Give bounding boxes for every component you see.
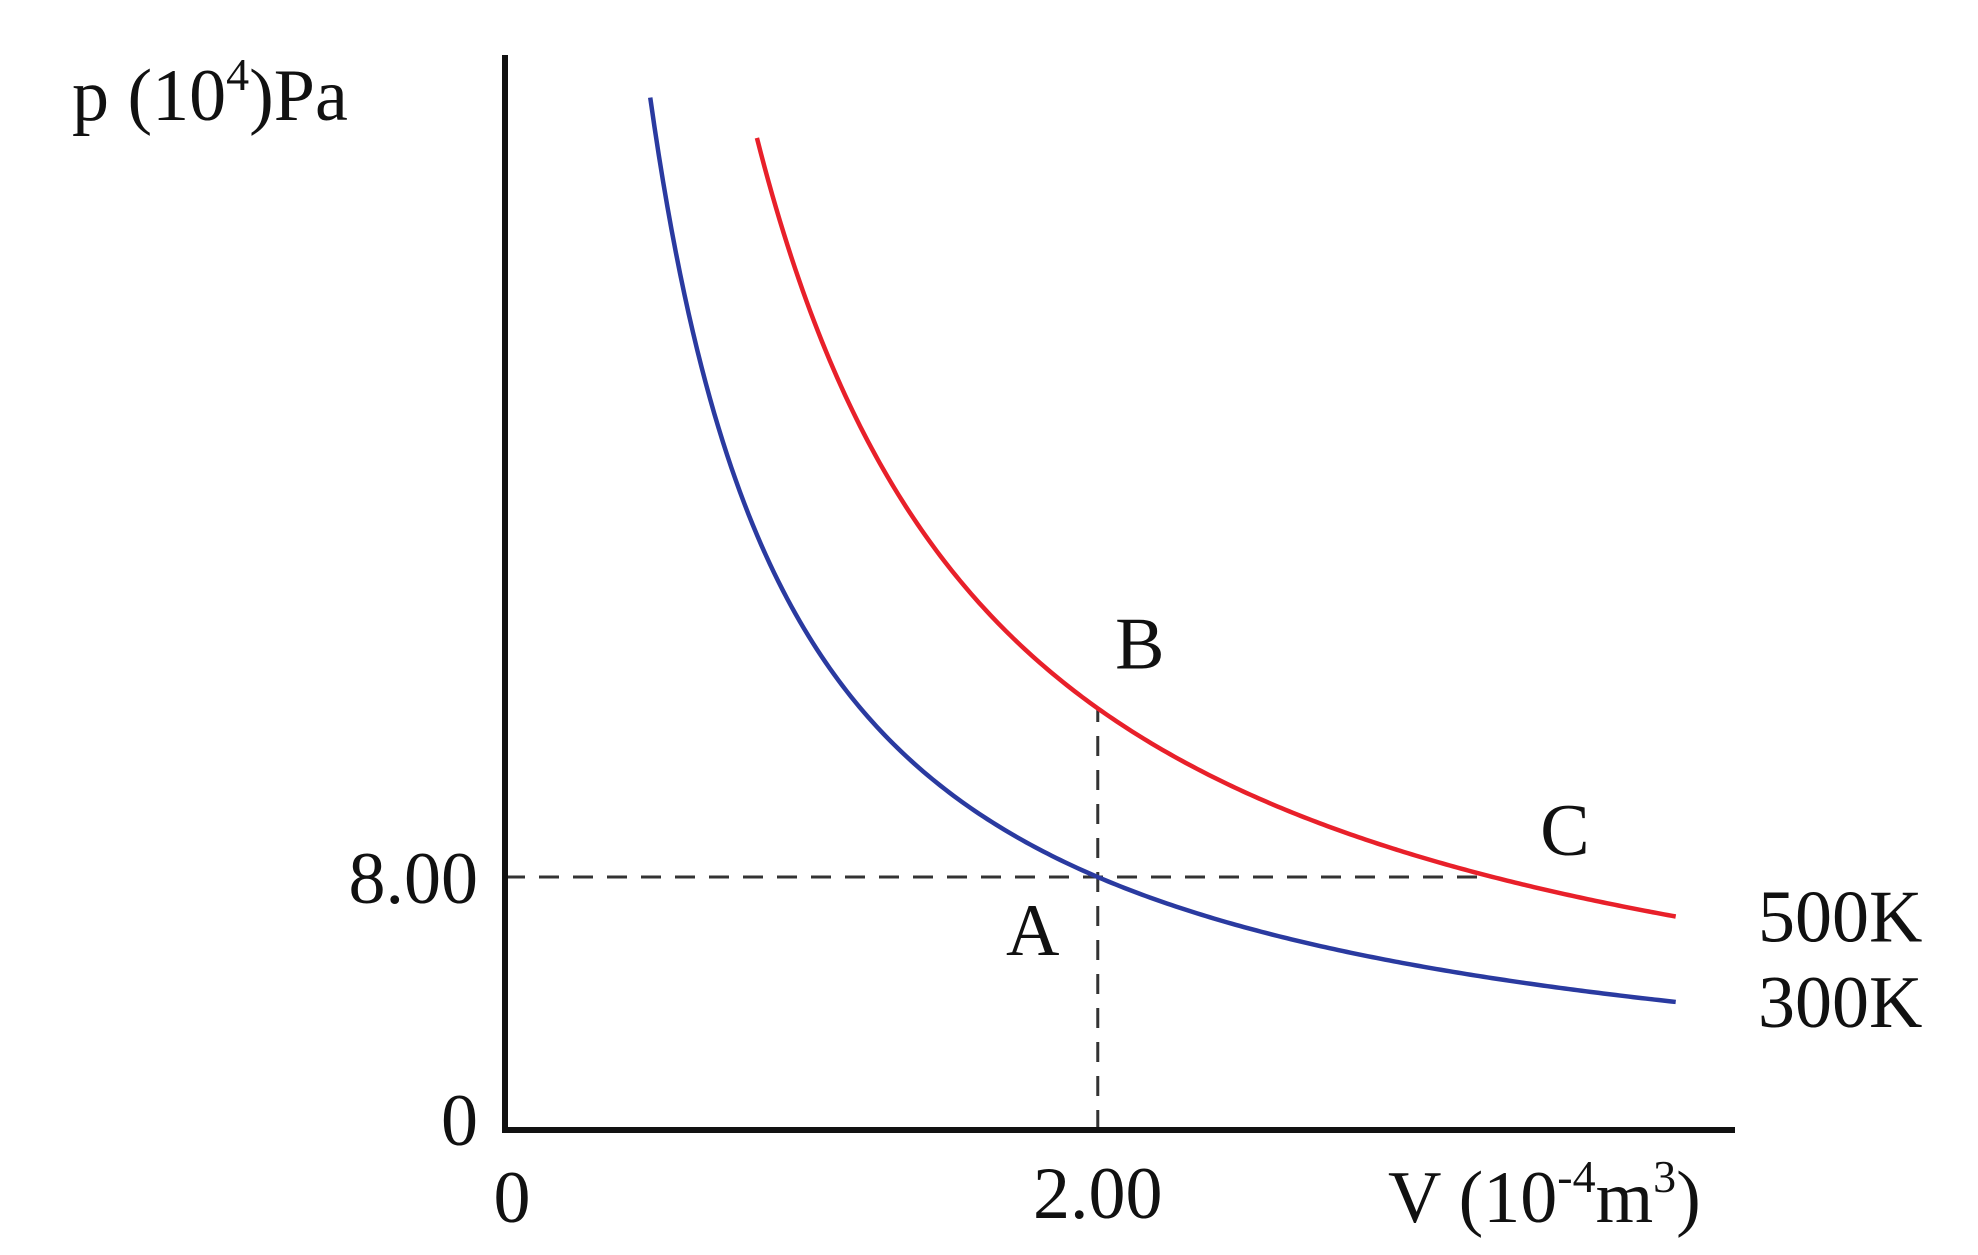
point-label-B: B [1115, 604, 1164, 686]
series-label-300K: 300K [1758, 962, 1922, 1044]
curve-300K [648, 97, 1676, 1005]
x-origin-label: 0 [494, 1157, 531, 1239]
y-origin-label: 0 [441, 1080, 478, 1162]
x-tick-label: 2.00 [1033, 1153, 1163, 1235]
isotherm-curves [648, 97, 1677, 1005]
y-tick-label: 8.00 [349, 838, 479, 920]
point-labels: A B C [1006, 604, 1590, 973]
point-label-A: A [1006, 890, 1059, 972]
y-axis-label: p (104)Pa [72, 49, 348, 137]
tick-labels: 2.00 8.00 [349, 838, 1163, 1235]
series-label-500K: 500K [1758, 877, 1922, 959]
point-label-C: C [1540, 790, 1589, 872]
reference-lines [505, 708, 1492, 1130]
x-axis-label: V (10-4m3) [1388, 1151, 1701, 1239]
curve-500K [754, 137, 1677, 919]
